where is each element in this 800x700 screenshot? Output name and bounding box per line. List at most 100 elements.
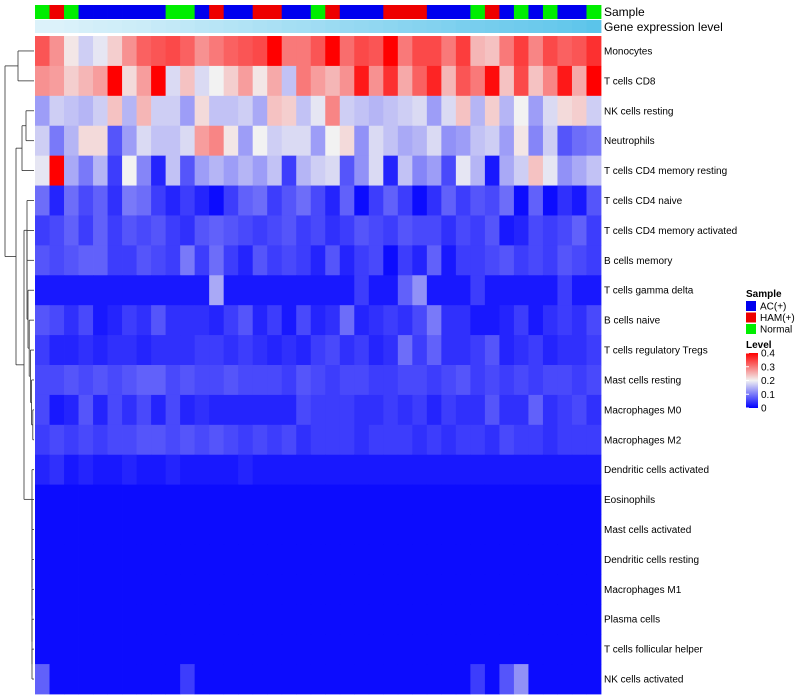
heatmap-cell [252, 335, 268, 366]
heatmap-cell [354, 454, 370, 486]
heatmap-cell [136, 454, 152, 486]
heatmap-cell [339, 305, 355, 336]
heatmap-cell [571, 245, 587, 276]
sample-annotation-cell [339, 5, 355, 19]
heatmap-cell [49, 514, 65, 545]
heatmap-cell [296, 484, 312, 515]
heatmap-cell [455, 335, 471, 366]
heatmap-cell [78, 544, 94, 575]
heatmap-cell [165, 155, 181, 186]
heatmap-cell [310, 245, 326, 276]
heatmap-cell [93, 155, 108, 186]
heatmap-cell [194, 95, 210, 127]
heatmap-cell [223, 365, 239, 396]
heatmap-cell [151, 574, 167, 605]
level-colorbar: 0.4 0.3 0.2 0.1 0 [746, 349, 775, 415]
heatmap-cell [325, 664, 341, 695]
heatmap-cell [383, 454, 399, 486]
heatmap-cell [209, 664, 225, 695]
heatmap-cell [354, 634, 370, 665]
heatmap-cell [49, 65, 65, 97]
heatmap-cell [78, 155, 94, 186]
sample-annotation-cell [542, 5, 558, 19]
heatmap-cell [165, 574, 181, 605]
heatmap-cell [354, 275, 370, 306]
gene-expression-cell [35, 20, 50, 33]
heatmap-cell [571, 424, 587, 456]
heatmap-cell [107, 215, 123, 246]
heatmap-cell [339, 95, 355, 127]
heatmap-cell [252, 185, 268, 216]
heatmap-cell [542, 185, 558, 216]
heatmap-cell [136, 36, 152, 67]
heatmap-cell [296, 604, 312, 635]
heatmap-cell [165, 544, 181, 575]
heatmap-cell [151, 454, 167, 486]
heatmap-cell [586, 454, 602, 486]
gene-expression-cell [136, 20, 152, 33]
heatmap-cell [151, 424, 167, 456]
heatmap-cell [180, 365, 196, 396]
row-label: Macrophages M1 [604, 585, 682, 596]
heatmap-cell [354, 365, 370, 396]
heatmap-cell [571, 155, 587, 186]
heatmap-cell [165, 604, 181, 635]
gene-expression-cell [165, 20, 181, 33]
heatmap-cell [571, 125, 587, 157]
heatmap-cell [325, 65, 341, 97]
sample-annotation-cell [513, 5, 529, 19]
heatmap-cell [151, 365, 167, 396]
heatmap-cell [368, 424, 384, 456]
heatmap-cell [281, 155, 297, 186]
heatmap-cell [35, 514, 50, 545]
heatmap-cell [49, 275, 65, 306]
heatmap-cell [267, 634, 283, 665]
gene-expression-cell [426, 20, 442, 33]
heatmap-cell [412, 365, 428, 396]
heatmap-cell [441, 185, 457, 216]
heatmap-cell [122, 95, 137, 127]
heatmap-cell [93, 305, 108, 336]
sample-annotation-title: Sample [604, 5, 645, 19]
heatmap-cell [426, 335, 442, 366]
heatmap-cell [122, 514, 137, 545]
heatmap-cell [180, 36, 196, 67]
heatmap-cell [252, 215, 268, 246]
heatmap-cell [426, 245, 442, 276]
gene-expression-cell [93, 20, 108, 33]
heatmap-cell [325, 185, 341, 216]
heatmap-cell [571, 604, 587, 635]
heatmap-cell [484, 36, 500, 67]
heatmap-cell [281, 634, 297, 665]
heatmap-cell [238, 664, 254, 695]
heatmap-cell [528, 335, 544, 366]
heatmap-cell [122, 484, 137, 515]
heatmap-cell [354, 664, 370, 695]
heatmap-cell [354, 36, 370, 67]
heatmap-cell [223, 394, 239, 426]
heatmap-cell [513, 514, 529, 545]
sample-legend-label: AC(+) [760, 302, 786, 313]
heatmap-cell [557, 604, 573, 635]
heatmap-cell [180, 305, 196, 336]
heatmap-cell [209, 305, 225, 336]
heatmap-cell [528, 634, 544, 665]
heatmap-cell [354, 484, 370, 515]
heatmap-cell [49, 454, 65, 486]
heatmap-cell [64, 335, 79, 366]
heatmap-cell [122, 275, 137, 306]
gene-expression-annotation-bar [35, 20, 602, 33]
heatmap-cell [484, 185, 500, 216]
heatmap-cell [93, 125, 108, 157]
heatmap-cell [93, 95, 108, 127]
gene-expression-cell [397, 20, 413, 33]
heatmap-cell [238, 185, 254, 216]
heatmap-cell [499, 125, 515, 157]
heatmap-cell [180, 155, 196, 186]
heatmap-cell [325, 634, 341, 665]
heatmap-cell [383, 365, 399, 396]
heatmap-cell [325, 36, 341, 67]
heatmap-cell [136, 275, 152, 306]
heatmap-cell [107, 305, 123, 336]
heatmap-cell [310, 484, 326, 515]
